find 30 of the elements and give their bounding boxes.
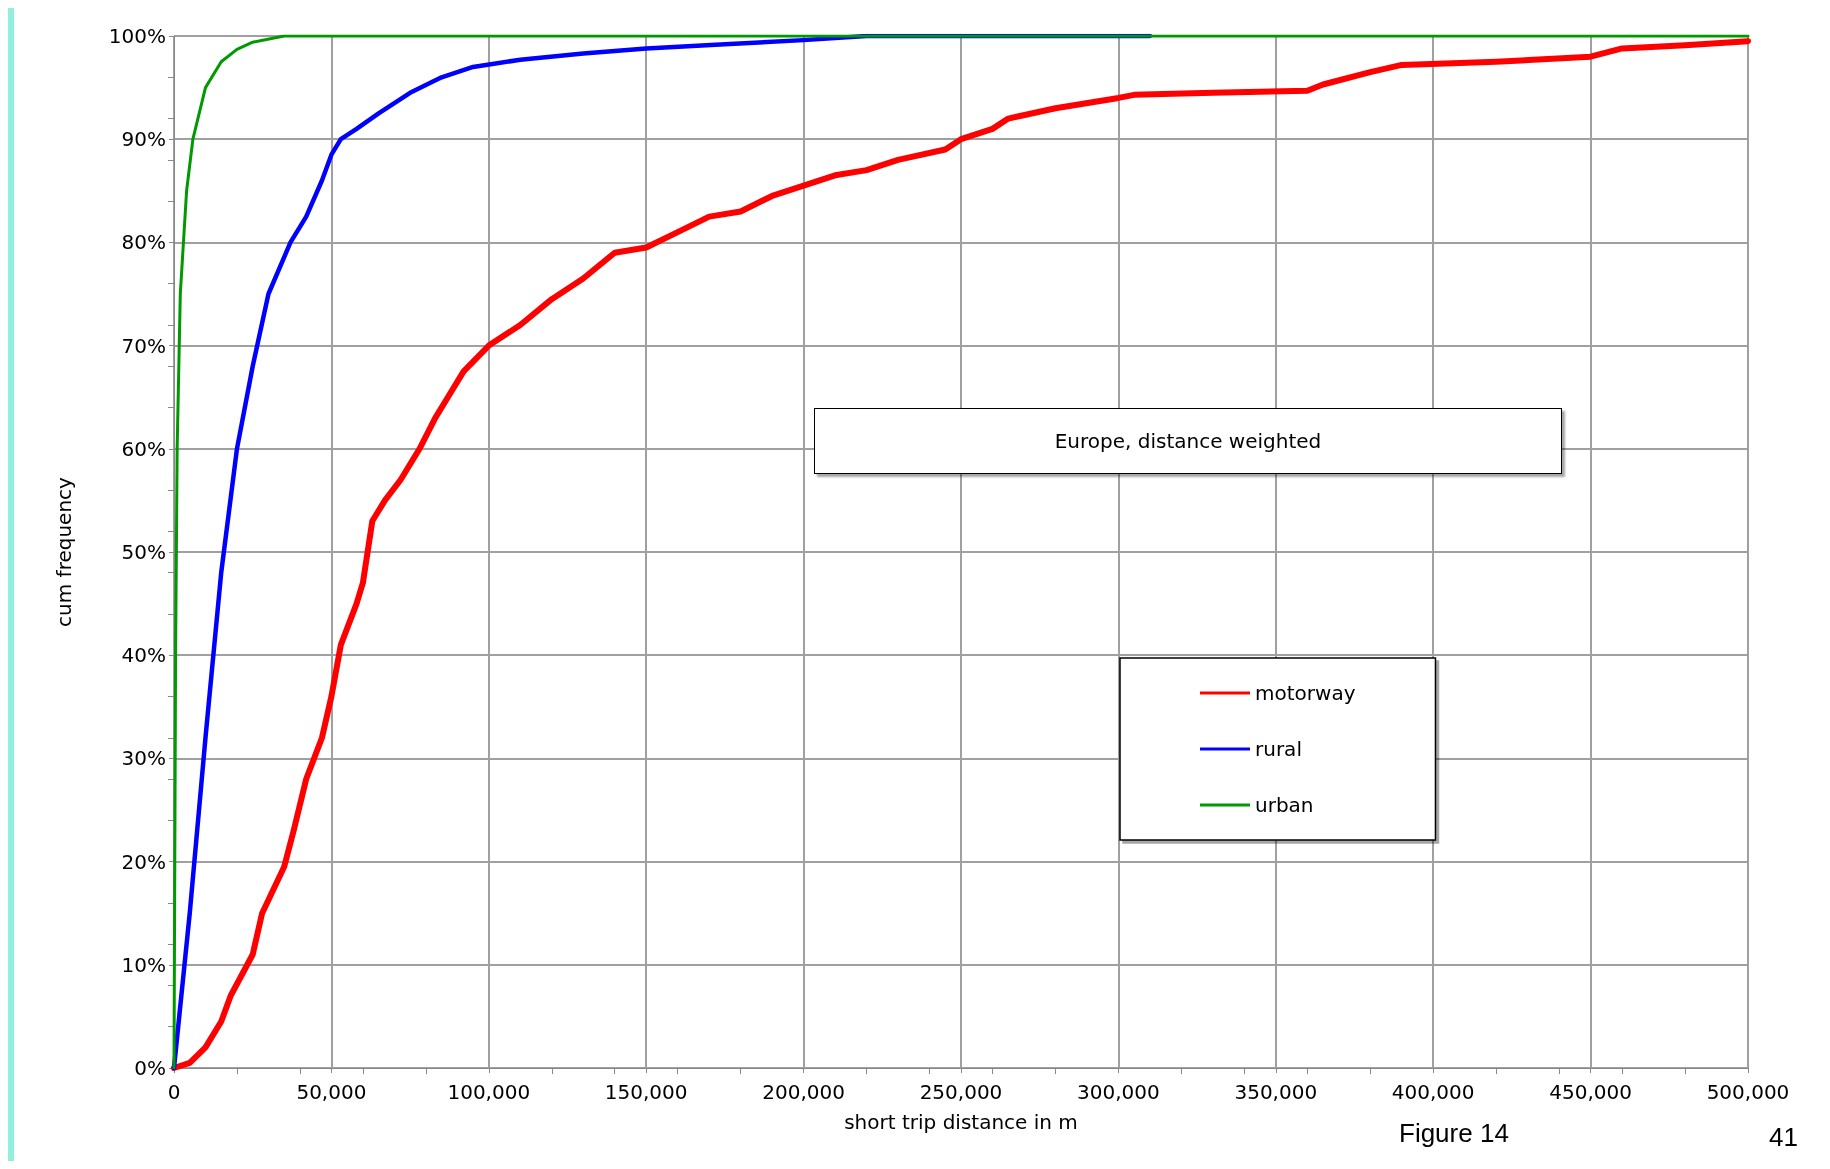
y-tick-label: 60%	[121, 436, 166, 461]
x-tick-label: 450,000	[1549, 1080, 1632, 1104]
x-tick-label: 500,000	[1706, 1080, 1790, 1104]
legend-label: rural	[1255, 737, 1302, 761]
y-tick-label: 100%	[108, 24, 166, 48]
y-tick-label: 0%	[134, 1056, 166, 1080]
y-tick-label: 40%	[121, 643, 166, 668]
x-axis-title: short trip distance in m	[844, 1110, 1078, 1134]
y-axis-title: cum frequency	[52, 476, 76, 627]
y-tick-label: 90%	[121, 127, 166, 152]
y-tick-label: 70%	[121, 333, 166, 358]
caption: Figure 14	[1399, 1118, 1509, 1148]
legend-label: urban	[1255, 793, 1314, 817]
x-tick-label: 150,000	[604, 1080, 688, 1104]
x-tick-label: 350,000	[1234, 1080, 1318, 1104]
y-tick-label: 80%	[121, 230, 166, 255]
note-box: Europe, distance weighted	[814, 408, 1562, 474]
x-tick-label: 100,000	[447, 1080, 531, 1104]
x-tick-label: 200,000	[762, 1080, 845, 1104]
x-tick-label: 50,000	[296, 1080, 367, 1104]
x-tick-label: 400,000	[1391, 1080, 1475, 1104]
y-tick-label: 30%	[121, 746, 166, 771]
y-tick-label: 20%	[121, 849, 166, 874]
legend-label: motorway	[1255, 681, 1356, 705]
x-tick-label: 0	[167, 1080, 181, 1104]
y-tick-label: 50%	[121, 540, 166, 564]
x-tick-label: 300,000	[1077, 1080, 1160, 1104]
x-tick-label: 250,000	[919, 1080, 1003, 1104]
y-tick-label: 10%	[121, 952, 166, 977]
text: 41	[1769, 1122, 1798, 1152]
